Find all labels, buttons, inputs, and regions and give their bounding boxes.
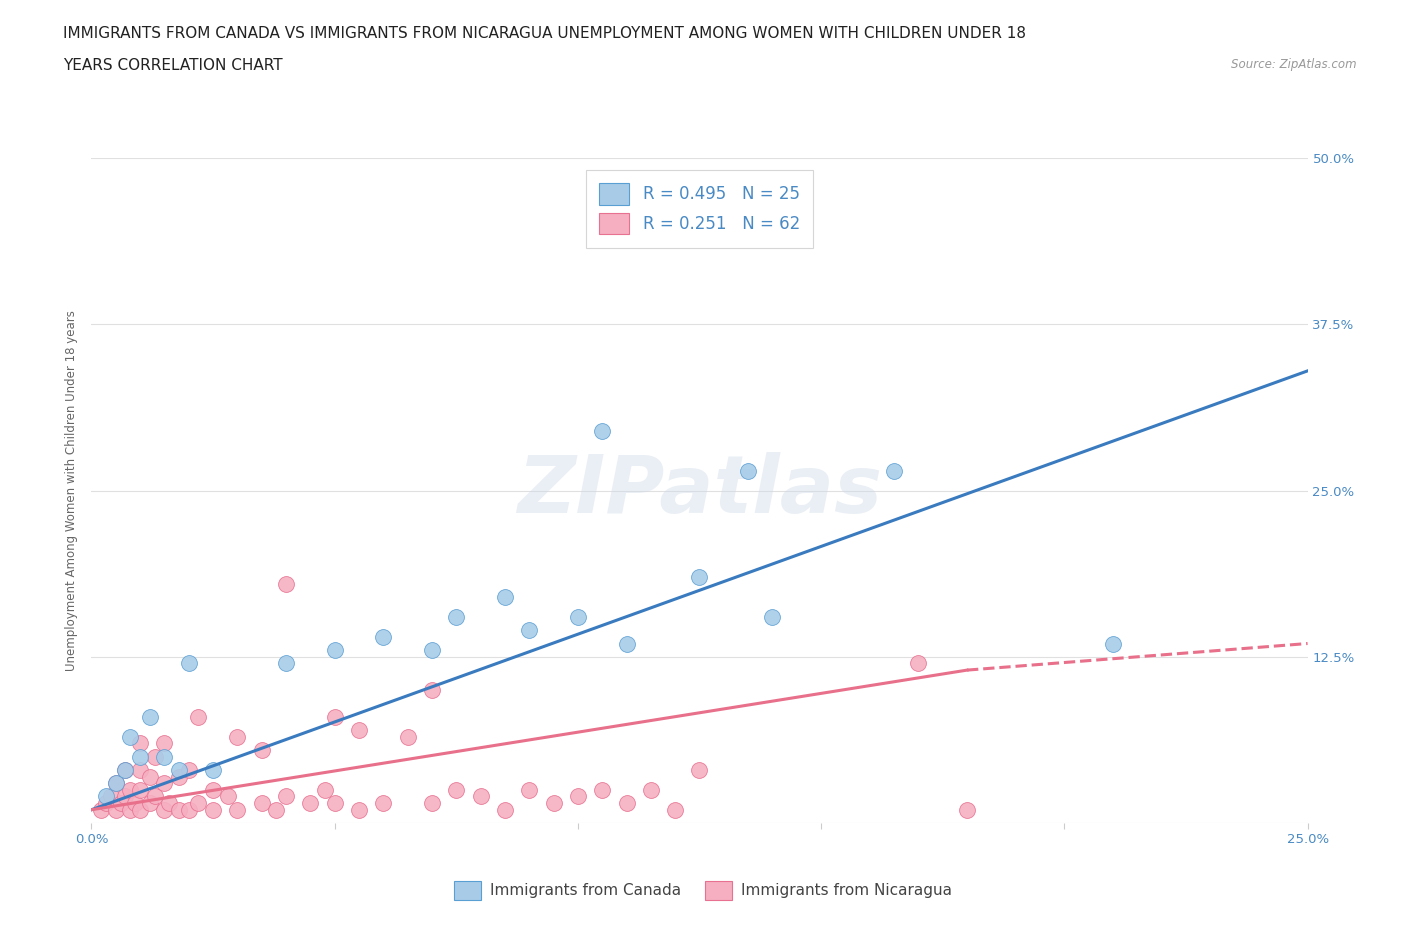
Point: [688, 763, 710, 777]
Point: [517, 782, 540, 797]
Y-axis label: Unemployment Among Women with Children Under 18 years: Unemployment Among Women with Children U…: [65, 310, 79, 671]
Point: [129, 803, 152, 817]
Point: [114, 789, 136, 804]
Point: [226, 729, 249, 744]
Point: [591, 782, 613, 797]
Point: [761, 609, 783, 624]
Point: [494, 590, 516, 604]
Point: [299, 796, 322, 811]
Point: [139, 710, 162, 724]
Point: [187, 796, 209, 811]
Point: [153, 736, 176, 751]
Text: YEARS CORRELATION CHART: YEARS CORRELATION CHART: [63, 58, 283, 73]
Point: [543, 796, 565, 811]
Point: [274, 789, 297, 804]
Point: [129, 763, 152, 777]
Point: [139, 769, 162, 784]
Point: [120, 803, 142, 817]
Point: [1102, 636, 1125, 651]
Point: [517, 623, 540, 638]
Point: [274, 577, 297, 591]
Point: [323, 710, 346, 724]
Point: [94, 789, 117, 804]
Point: [420, 796, 443, 811]
Point: [616, 636, 638, 651]
Point: [314, 782, 336, 797]
Point: [177, 803, 200, 817]
Point: [737, 463, 759, 478]
Point: [167, 769, 190, 784]
Point: [494, 803, 516, 817]
Point: [688, 569, 710, 584]
Point: [264, 803, 287, 817]
Point: [420, 683, 443, 698]
Point: [347, 803, 370, 817]
Point: [956, 803, 979, 817]
Legend: R = 0.495   N = 25, R = 0.251   N = 62: R = 0.495 N = 25, R = 0.251 N = 62: [586, 170, 813, 247]
Point: [104, 803, 127, 817]
Point: [129, 736, 152, 751]
Point: [177, 763, 200, 777]
Point: [250, 796, 273, 811]
Point: [373, 630, 395, 644]
Point: [274, 656, 297, 671]
Point: [153, 750, 176, 764]
Point: [616, 796, 638, 811]
Point: [396, 729, 419, 744]
Point: [907, 656, 929, 671]
Text: Source: ZipAtlas.com: Source: ZipAtlas.com: [1232, 58, 1357, 71]
Point: [114, 763, 136, 777]
Point: [226, 803, 249, 817]
Point: [444, 609, 467, 624]
Point: [217, 789, 239, 804]
Point: [114, 763, 136, 777]
Point: [202, 803, 225, 817]
Point: [167, 803, 190, 817]
Point: [94, 796, 117, 811]
Point: [567, 609, 589, 624]
Point: [110, 796, 132, 811]
Point: [143, 750, 166, 764]
Point: [143, 789, 166, 804]
Text: IMMIGRANTS FROM CANADA VS IMMIGRANTS FROM NICARAGUA UNEMPLOYMENT AMONG WOMEN WIT: IMMIGRANTS FROM CANADA VS IMMIGRANTS FRO…: [63, 26, 1026, 41]
Point: [323, 796, 346, 811]
Point: [120, 729, 142, 744]
Point: [153, 776, 176, 790]
Point: [129, 782, 152, 797]
Point: [567, 789, 589, 804]
Point: [153, 803, 176, 817]
Text: ZIPatlas: ZIPatlas: [517, 452, 882, 529]
Point: [883, 463, 905, 478]
Point: [120, 782, 142, 797]
Point: [202, 763, 225, 777]
Point: [347, 723, 370, 737]
Point: [373, 796, 395, 811]
Point: [250, 742, 273, 757]
Point: [470, 789, 492, 804]
Point: [124, 796, 146, 811]
Point: [104, 776, 127, 790]
Point: [444, 782, 467, 797]
Point: [420, 643, 443, 658]
Point: [90, 803, 112, 817]
Point: [187, 710, 209, 724]
Point: [640, 782, 662, 797]
Point: [100, 789, 122, 804]
Point: [323, 643, 346, 658]
Point: [129, 750, 152, 764]
Point: [157, 796, 180, 811]
Point: [591, 423, 613, 438]
Point: [139, 796, 162, 811]
Point: [202, 782, 225, 797]
Point: [664, 803, 686, 817]
Point: [104, 776, 127, 790]
Point: [177, 656, 200, 671]
Legend: Immigrants from Canada, Immigrants from Nicaragua: Immigrants from Canada, Immigrants from …: [447, 875, 959, 906]
Point: [167, 763, 190, 777]
